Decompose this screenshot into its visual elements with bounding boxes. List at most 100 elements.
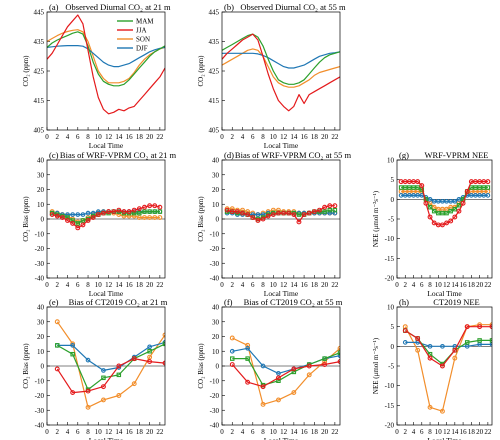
data-point-marker — [489, 324, 492, 330]
y-tick-label: -30 — [35, 407, 45, 415]
x-tick-label: 2 — [231, 133, 235, 141]
data-point-marker — [322, 209, 327, 214]
x-tick-label: 16 — [126, 428, 134, 436]
data-point-marker — [317, 207, 322, 213]
data-point-marker — [306, 372, 312, 378]
data-point-marker — [245, 356, 250, 361]
data-point-marker — [245, 345, 251, 351]
x-tick-label: 4 — [66, 428, 70, 436]
data-point-marker — [440, 343, 445, 349]
series-line-mam — [57, 343, 165, 391]
data-point-marker — [136, 215, 142, 220]
data-point-marker — [332, 207, 338, 213]
y-tick-label: -10 — [385, 382, 395, 390]
plot-area — [49, 203, 163, 231]
x-tick-label: 22 — [331, 281, 339, 289]
x-axis-label: Local Time — [264, 289, 299, 298]
chart-title: Bias of WRF-VPRM CO₂ at 55 m — [235, 150, 352, 160]
y-tick-label: 20 — [37, 333, 45, 341]
x-tick-label: 0 — [45, 133, 49, 141]
data-point-marker — [147, 354, 153, 360]
y-tick-label: -10 — [35, 230, 45, 238]
y-tick-label: -40 — [35, 422, 45, 430]
x-axis-label: Local Time — [89, 289, 124, 298]
x-tick-label: 18 — [311, 281, 319, 289]
x-tick-label: 6 — [251, 428, 255, 436]
data-point-marker — [460, 200, 466, 206]
plot-area — [402, 322, 492, 414]
data-point-marker — [322, 359, 328, 365]
data-point-marker — [152, 209, 157, 214]
data-point-marker — [291, 369, 297, 375]
data-point-marker — [255, 218, 261, 223]
data-point-marker — [116, 363, 122, 369]
x-axis-label: Local Time — [427, 436, 462, 440]
x-axis-label: Local Time — [427, 289, 462, 298]
data-point-marker — [100, 397, 106, 403]
data-point-marker — [469, 185, 474, 190]
data-point-marker — [162, 332, 165, 338]
data-point-marker — [116, 212, 122, 218]
data-point-marker — [116, 207, 122, 213]
x-tick-label: 12 — [443, 281, 451, 289]
data-point-marker — [260, 363, 266, 369]
y-tick-label: 10 — [212, 348, 220, 356]
data-point-marker — [398, 185, 404, 190]
series-line-mam — [47, 31, 165, 87]
series-line-mam — [232, 352, 340, 386]
y-axis-label: CO₂ Bias (ppm) — [197, 343, 205, 389]
plot-frame — [46, 306, 166, 426]
chart-title: WRF-VPRM NEE — [425, 150, 489, 160]
data-point-marker — [240, 207, 245, 213]
y-tick-label: -20 — [385, 275, 395, 283]
y-tick-label: -10 — [35, 377, 45, 385]
x-tick-label: 14 — [115, 133, 123, 141]
data-point-marker — [402, 324, 408, 330]
chart-title: Bias of CT2019 CO₂ at 21 m — [69, 297, 168, 307]
x-tick-label: 12 — [105, 281, 113, 289]
y-tick-label: 30 — [37, 318, 45, 326]
x-tick-label: 14 — [115, 281, 123, 289]
panel-letter: (b) — [224, 2, 234, 12]
chart-title: Bias of CT2019 CO₂ at 55 m — [244, 297, 343, 307]
data-point-marker — [431, 208, 437, 214]
data-point-marker — [137, 210, 142, 216]
x-tick-label: 10 — [270, 133, 278, 141]
x-tick-label: 2 — [56, 133, 60, 141]
x-tick-label: 0 — [45, 281, 49, 289]
x-tick-label: 10 — [270, 281, 278, 289]
data-point-marker — [85, 357, 91, 363]
data-point-marker — [444, 210, 449, 216]
data-point-marker — [481, 185, 486, 190]
data-point-marker — [306, 210, 312, 216]
x-tick-label: 20 — [321, 428, 329, 436]
data-point-marker — [54, 213, 60, 219]
x-tick-label: 18 — [136, 428, 144, 436]
data-point-marker — [100, 384, 106, 390]
data-point-marker — [245, 379, 251, 385]
plot-area — [47, 14, 165, 115]
chart-title: Observed Diurnal CO₂ at 21 m — [65, 2, 171, 12]
x-tick-label: 12 — [443, 428, 451, 436]
panel-letter: (e) — [49, 297, 59, 307]
x-tick-label: 4 — [241, 281, 245, 289]
chart-title: CT2019 NEE — [433, 297, 480, 307]
y-tick-label: 435 — [209, 38, 220, 46]
y-tick-label: 10 — [37, 201, 45, 209]
y-tick-label: 40 — [37, 304, 45, 312]
y-tick-label: 0 — [391, 196, 395, 204]
y-tick-label: 30 — [212, 171, 220, 179]
data-point-marker — [121, 213, 127, 219]
y-axis-label: NEE (μmol m⁻²s⁻¹) — [372, 337, 380, 394]
chart-panel-e: (e) Bias of CT2019 CO₂ at 21 m -40 -30 -20 -1… — [22, 297, 168, 440]
data-point-marker — [427, 355, 433, 361]
data-point-marker — [131, 207, 137, 213]
data-point-marker — [131, 381, 137, 387]
x-tick-label: 10 — [435, 281, 443, 289]
x-tick-label: 20 — [146, 428, 154, 436]
y-tick-label: -20 — [210, 392, 220, 400]
data-point-marker — [477, 338, 482, 343]
chart-title: Observed Diurnal CO₂ at 55 m — [240, 2, 346, 12]
series-line-jja — [47, 14, 165, 115]
data-point-marker — [80, 212, 86, 217]
